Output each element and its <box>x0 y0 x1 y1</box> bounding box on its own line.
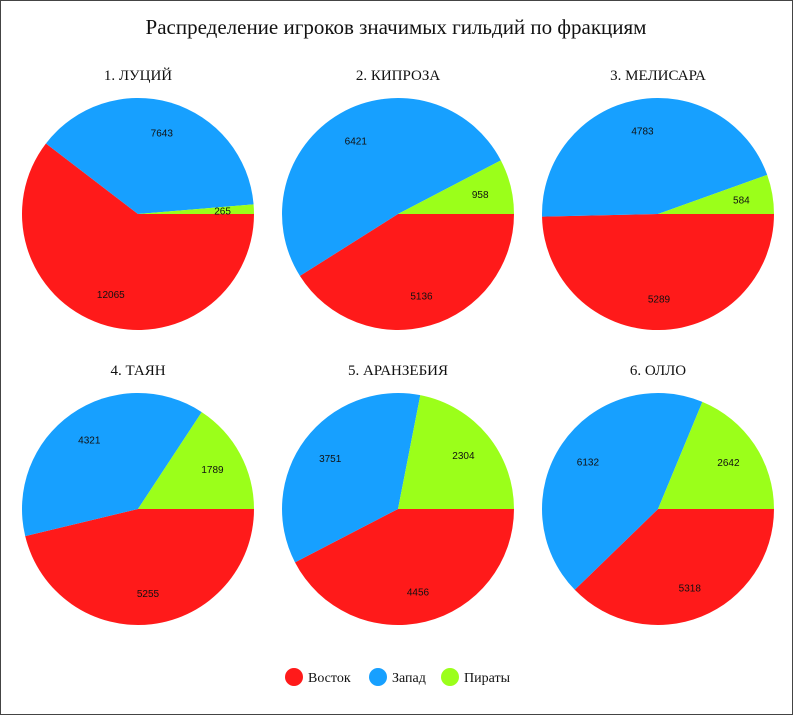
slice-value-label: 7643 <box>151 129 174 140</box>
slice-value-label: 1789 <box>201 465 224 476</box>
slice-value-label: 265 <box>214 207 231 218</box>
slice-value-label: 2642 <box>717 458 740 469</box>
slice-value-label: 12065 <box>97 290 125 301</box>
legend-swatch <box>285 668 303 686</box>
legend-swatch <box>369 668 387 686</box>
pie-slice-пираты <box>398 160 514 214</box>
pie-title: 6. ОЛЛО <box>630 363 686 379</box>
slice-value-label: 4321 <box>78 436 101 447</box>
pie-chart-4: 4. ТАЯН 5255 4321 1789 <box>21 363 254 626</box>
legend: Восток Запад Пираты <box>285 668 511 686</box>
pie-slice-восток <box>25 509 254 626</box>
pie-slice-восток <box>295 509 514 625</box>
legend-label: Пираты <box>464 671 511 686</box>
legend-item-2: Запад <box>369 668 426 686</box>
pie-slice-пираты <box>138 412 254 509</box>
slice-value-label: 5136 <box>410 291 433 302</box>
pie-title: 2. КИПРОЗА <box>356 68 441 84</box>
pie-title: 5. АРАНЗЕБИЯ <box>348 363 448 379</box>
pie-slice-пираты <box>658 174 774 214</box>
chart-title: Распределение игроков значимых гильдий п… <box>146 15 647 39</box>
slice-value-label: 958 <box>472 190 489 201</box>
legend-item-1: Восток <box>285 668 351 686</box>
slice-value-label: 4456 <box>407 587 430 598</box>
pie-title: 4. ТАЯН <box>110 363 165 379</box>
legend-label: Восток <box>308 671 351 686</box>
pie-slice-пираты <box>138 204 255 214</box>
pie-chart-1: 1. ЛУЦИЙ 12065 7643 265 <box>22 67 255 331</box>
pie-slice-запад <box>45 97 254 214</box>
legend-item-3: Пираты <box>441 668 511 686</box>
pie-slice-восток <box>542 214 774 331</box>
pie-slice-запад <box>541 392 703 590</box>
pie-slice-восток <box>299 214 514 330</box>
pie-chart-2: 2. КИПРОЗА 5136 6421 958 <box>282 68 514 330</box>
slice-value-label: 5255 <box>137 589 160 600</box>
pie-slice-запад <box>21 392 202 537</box>
pie-title: 1. ЛУЦИЙ <box>104 67 172 84</box>
slice-value-label: 3751 <box>319 454 342 465</box>
slice-value-label: 584 <box>733 196 750 207</box>
pie-slice-пираты <box>658 401 774 509</box>
pie-slice-восток <box>574 509 774 625</box>
slice-value-label: 5289 <box>648 295 671 306</box>
slice-value-label: 2304 <box>452 451 475 462</box>
legend-label: Запад <box>392 671 426 686</box>
pie-slice-пираты <box>398 395 514 509</box>
pie-chart-6: 6. ОЛЛО 5318 6132 2642 <box>541 363 774 625</box>
pie-slice-запад <box>541 97 768 217</box>
pie-slice-запад <box>282 98 501 276</box>
slice-value-label: 4783 <box>631 127 654 138</box>
pie-slice-восток <box>22 143 254 331</box>
pie-slice-запад <box>282 393 421 563</box>
pies-group: 1. ЛУЦИЙ 12065 7643 265 2. КИПРОЗА 5136 6421 95… <box>21 67 774 626</box>
pie-title: 3. МЕЛИСАРА <box>610 68 706 84</box>
slice-value-label: 6421 <box>345 137 368 148</box>
legend-swatch <box>441 668 459 686</box>
pie-chart-3: 3. МЕЛИСАРА 5289 4783 584 <box>541 68 774 331</box>
slice-value-label: 6132 <box>577 457 600 468</box>
slice-value-label: 5318 <box>679 584 702 595</box>
pie-chart-5: 5. АРАНЗЕБИЯ 4456 3751 2304 <box>282 363 514 625</box>
